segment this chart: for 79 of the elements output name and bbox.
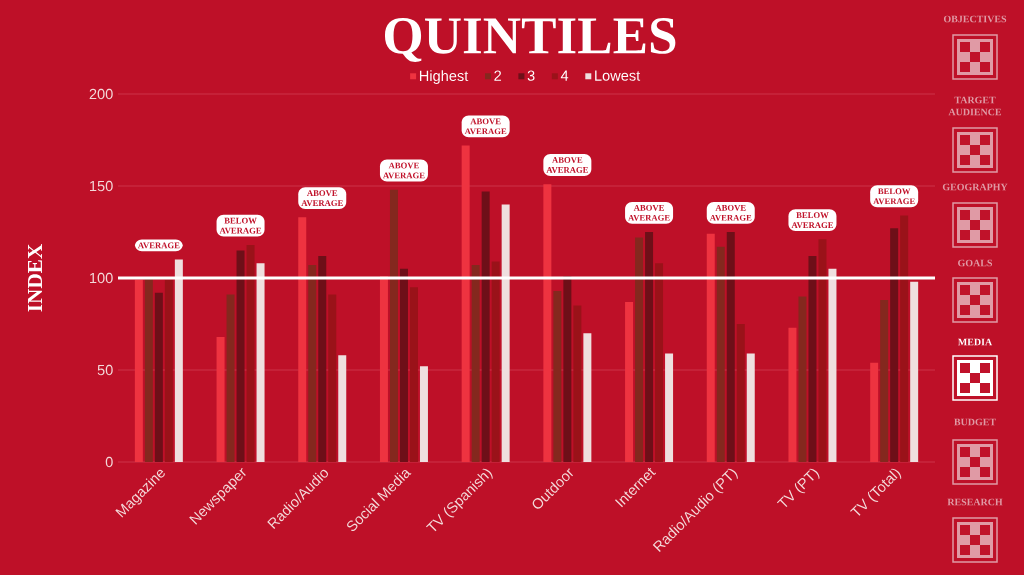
bar bbox=[625, 301, 634, 462]
bar bbox=[583, 333, 592, 462]
legend-label: 2 bbox=[494, 70, 502, 81]
legend-label: 3 bbox=[527, 70, 535, 81]
bar bbox=[563, 276, 572, 462]
y-tick-label: 100 bbox=[90, 272, 113, 284]
y-tick-label: 0 bbox=[105, 456, 113, 468]
bar bbox=[543, 184, 552, 462]
text: OBJECTIVES bbox=[943, 15, 1007, 23]
bar bbox=[890, 228, 899, 462]
bar bbox=[461, 145, 470, 462]
bar bbox=[338, 355, 347, 462]
annotation: ABOVE AVERAGE bbox=[301, 190, 343, 207]
bar bbox=[788, 327, 797, 462]
annotation: ABOVE AVERAGE bbox=[546, 157, 588, 173]
bar bbox=[706, 233, 715, 462]
bar bbox=[134, 279, 143, 462]
bar bbox=[174, 259, 183, 462]
annotation: ABOVE AVERAGE bbox=[464, 118, 507, 135]
bar bbox=[900, 215, 909, 462]
bar bbox=[746, 353, 755, 462]
annotation: BELOW AVERAGE bbox=[219, 217, 262, 234]
bar bbox=[318, 255, 327, 462]
bar bbox=[379, 276, 388, 462]
y-tick-label: 200 bbox=[89, 88, 113, 100]
bar bbox=[808, 255, 817, 462]
annotation: AVERAGE bbox=[137, 242, 180, 249]
bar bbox=[736, 324, 745, 462]
bar bbox=[635, 237, 644, 462]
bar bbox=[471, 265, 480, 462]
bar bbox=[308, 265, 317, 462]
bar bbox=[298, 217, 307, 462]
bar bbox=[216, 336, 225, 462]
bar bbox=[828, 268, 837, 462]
bar bbox=[798, 296, 807, 462]
legend-label: 4 bbox=[560, 70, 569, 81]
annotation: BELOW AVERAGE bbox=[791, 212, 834, 229]
chart-title: QUINTILES bbox=[384, 18, 676, 62]
legend-label: Highest bbox=[419, 70, 469, 84]
annotation: ABOVE AVERAGE bbox=[709, 204, 752, 221]
bar bbox=[491, 261, 500, 462]
bar bbox=[553, 290, 562, 462]
bar bbox=[328, 294, 337, 462]
bar bbox=[164, 279, 173, 462]
bar bbox=[481, 191, 490, 462]
bar bbox=[645, 232, 654, 462]
bar bbox=[870, 362, 879, 462]
bar bbox=[655, 263, 664, 462]
annotation: BELOW AVERAGE bbox=[873, 188, 915, 205]
bar bbox=[419, 366, 428, 462]
bar bbox=[501, 204, 510, 462]
bar bbox=[236, 250, 245, 462]
text: MEDIA bbox=[958, 338, 993, 346]
bar bbox=[726, 232, 735, 462]
text: RESEARCH bbox=[947, 498, 1003, 506]
annotation: ABOVE AVERAGE bbox=[383, 162, 425, 179]
bar bbox=[910, 281, 919, 462]
bar bbox=[399, 268, 408, 462]
legend-label: Lowest bbox=[595, 70, 641, 81]
text: GOALS bbox=[958, 259, 993, 267]
bar bbox=[818, 239, 827, 462]
bar bbox=[880, 300, 889, 462]
bar bbox=[665, 353, 674, 462]
text: BUDGET bbox=[954, 418, 996, 426]
text: GEOGRAPHY bbox=[942, 183, 1008, 191]
bar bbox=[256, 263, 265, 462]
bar bbox=[716, 246, 725, 462]
bar bbox=[409, 287, 418, 462]
bar bbox=[573, 305, 582, 462]
text: TARGET AUDIENCE bbox=[948, 96, 1002, 116]
y-tick-label: 150 bbox=[90, 180, 113, 192]
bar bbox=[389, 189, 398, 462]
bar bbox=[226, 294, 235, 462]
annotation: ABOVE AVERAGE bbox=[628, 204, 670, 221]
bar bbox=[154, 292, 163, 462]
bar bbox=[144, 278, 153, 462]
y-axis-title: INDEX bbox=[28, 244, 42, 312]
bar bbox=[246, 244, 255, 462]
y-tick-label: 50 bbox=[97, 364, 113, 376]
